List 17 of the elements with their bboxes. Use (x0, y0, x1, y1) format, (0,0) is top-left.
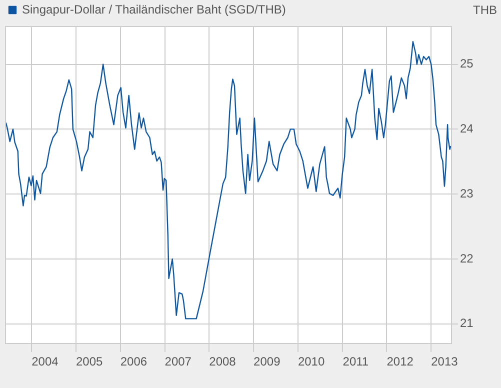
y-tick-label: 23 (460, 186, 474, 200)
y-axis-title: THB (473, 3, 497, 17)
x-tick-label: 2008 (209, 354, 236, 369)
x-tick-label: 2009 (254, 354, 281, 369)
x-tick-label: 2006 (120, 354, 148, 369)
x-tick-label: 2007 (164, 354, 192, 369)
x-tick-label: 2013 (431, 354, 458, 369)
y-tick-label: 22 (460, 251, 474, 266)
y-tick-label: 24 (460, 122, 474, 136)
x-tick-label: 2011 (342, 354, 369, 369)
x-tick-label: 2005 (76, 354, 104, 369)
legend-label: Singapur-Dollar / Thailändischer Baht (SGD/THB) (22, 2, 286, 16)
y-tick-label: 25 (460, 56, 474, 71)
y-tick-label: 21 (460, 316, 474, 330)
x-tick-label: 2004 (32, 354, 59, 369)
x-tick-label: 2012 (386, 354, 414, 369)
x-tick-label: 2010 (298, 354, 325, 369)
